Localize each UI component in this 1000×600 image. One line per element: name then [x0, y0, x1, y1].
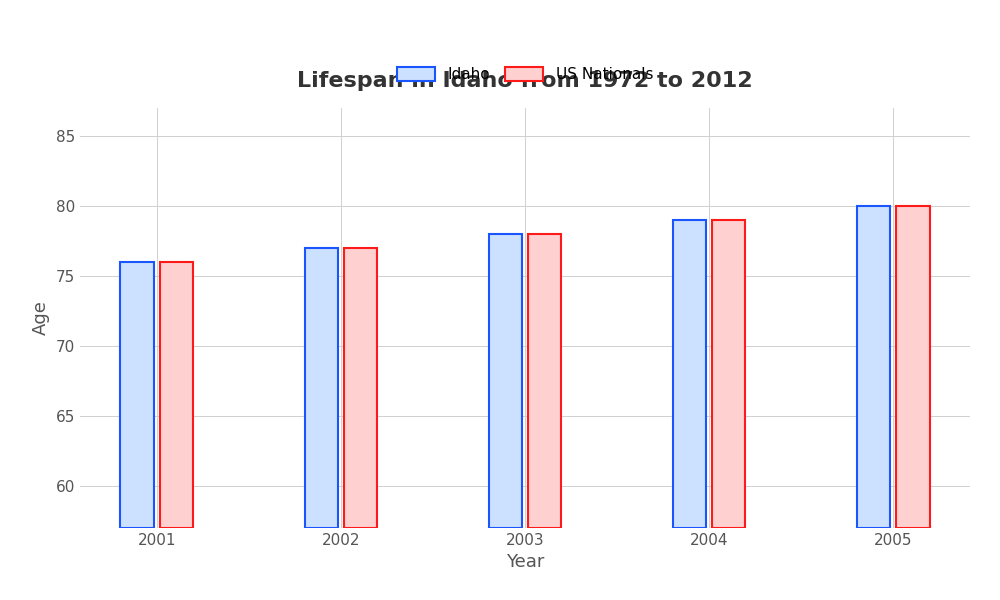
Bar [160, 262, 193, 528]
Bar [528, 234, 561, 528]
Legend: Idaho, US Nationals: Idaho, US Nationals [391, 61, 659, 88]
Bar [712, 220, 745, 528]
Bar [673, 220, 706, 528]
Bar [120, 262, 154, 528]
Bar [896, 206, 930, 528]
Title: Lifespan in Idaho from 1972 to 2012: Lifespan in Idaho from 1972 to 2012 [297, 71, 753, 91]
Bar [489, 234, 522, 528]
Y-axis label: Age: Age [32, 301, 50, 335]
Bar [305, 248, 338, 528]
Bar [857, 206, 890, 528]
X-axis label: Year: Year [506, 553, 544, 571]
Bar [344, 248, 377, 528]
